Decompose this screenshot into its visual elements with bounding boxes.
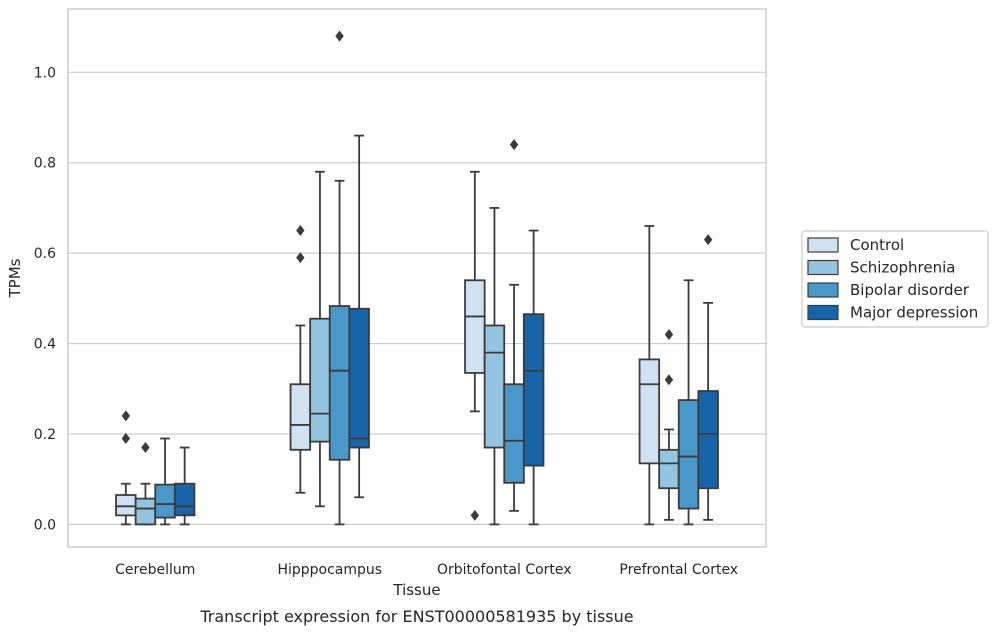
outlier-point [141,442,150,454]
box [289,225,312,494]
outlier-point [664,329,674,341]
outlier-point [296,225,305,237]
y-tick-label: 0.8 [34,156,56,172]
x-tick-labels: Cerebellum Hipppocampus Orbitofontal Corte… [115,562,738,578]
legend-swatch [807,237,839,253]
y-tick-label: 0.0 [34,517,56,533]
box [658,329,680,521]
series-bipolar-disorder [154,30,700,526]
box-iqr [328,305,351,461]
box [348,134,370,499]
outlier-point [703,234,713,246]
outlier-point [664,374,674,386]
box [464,170,486,521]
legend-swatch [807,282,839,298]
box [522,229,545,526]
y-tick-label: 0.6 [34,246,56,262]
outlier-point [121,410,131,422]
box [328,30,351,526]
outlier-point [470,509,480,521]
box [115,410,137,526]
box-iqr [658,448,680,490]
box-series [115,30,719,526]
legend-label: Control [850,236,904,254]
legend-label: Schizophrenia [850,259,955,277]
legend-label: Major depression [850,304,978,322]
box [309,170,331,508]
box [697,234,719,521]
x-tick-label: Cerebellum [115,562,195,578]
legend-swatch [807,304,839,321]
y-tick-label: 1.0 [34,65,56,81]
legend-frame [801,230,989,328]
box-iqr [522,313,545,467]
plot-frame [67,8,767,548]
box [677,279,700,526]
chart-caption: Transcript expression for ENST0000058193… [199,607,633,626]
outlier-point [296,252,305,264]
legend-swatch [807,259,839,276]
box [173,446,196,526]
series-major-depression [173,134,719,526]
box [503,139,525,512]
box-iqr [677,399,700,510]
legend: Control Schizophrenia Bipolar disorder Majo… [801,230,989,328]
y-tick-label: 0.4 [34,337,56,353]
outlier-point [335,30,344,42]
box [638,225,661,526]
y-tick-labels: 0.0 0.2 0.4 0.6 0.8 1.0 [34,65,56,533]
box-iqr [154,483,176,519]
series-schizophrenia [134,170,680,526]
box-iqr [309,317,331,443]
box [134,442,157,526]
box-iqr [503,383,525,484]
box-iqr [115,494,137,517]
outlier-point [509,139,519,151]
box [483,207,506,526]
box-iqr [289,383,312,451]
box-iqr [134,497,157,526]
x-axis-label: Tissue [392,581,440,599]
x-tick-label: Orbitofontal Cortex [437,562,572,578]
outlier-point [121,432,131,444]
box-iqr [173,482,196,517]
x-tick-label: Hipppocampus [277,562,382,578]
box-iqr [348,307,370,449]
box-iqr [638,358,661,465]
box-iqr [697,390,719,490]
box [154,437,176,526]
series-control [115,170,661,526]
legend-label: Bipolar disorder [850,281,970,299]
x-tick-label: Prefrontal Cortex [619,562,738,578]
box-iqr [483,324,506,449]
box-iqr [464,279,486,374]
y-axis-label: TPMs [6,258,24,298]
y-tick-label: 0.2 [34,427,56,443]
